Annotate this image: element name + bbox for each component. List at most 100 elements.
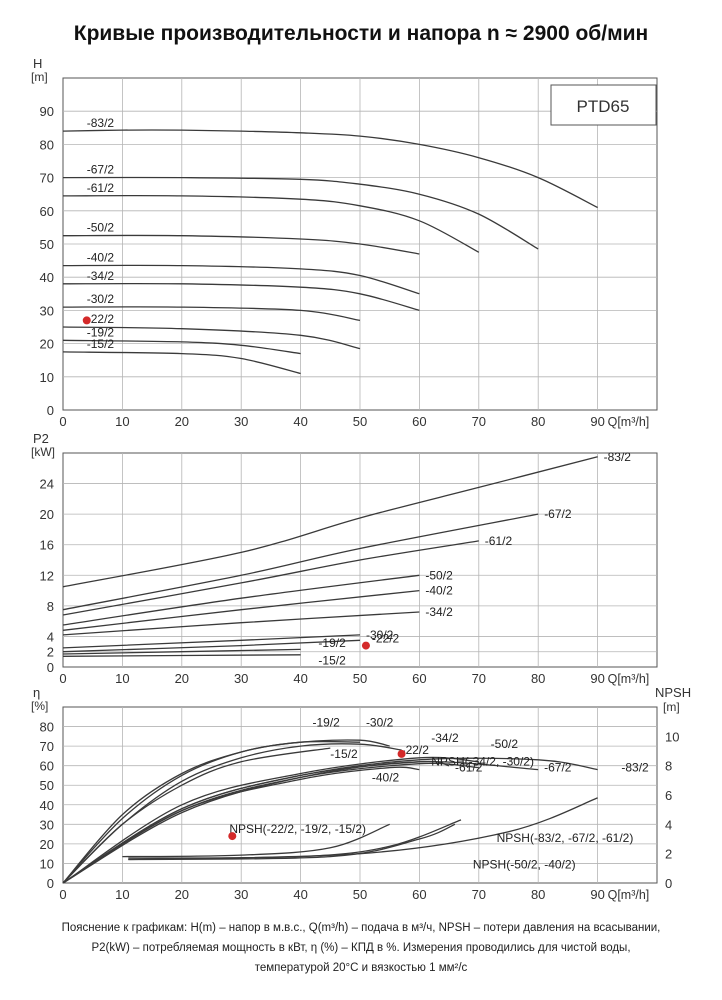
series-label: -61/2 xyxy=(87,181,115,195)
curve-30-2 xyxy=(62,739,390,884)
y-axis-unit: [kW] xyxy=(31,445,55,459)
y-tick-label: 10 xyxy=(40,856,54,871)
x-tick-label: 30 xyxy=(234,887,248,902)
series-label: -67/2 xyxy=(544,507,572,521)
y-axis-unit: [m] xyxy=(31,70,48,84)
x-axis-label: Q[m³/h] xyxy=(608,888,650,902)
series-label: -61/2 xyxy=(455,761,483,775)
series-label: -22/2 xyxy=(372,632,400,646)
y-tick-label: 0 xyxy=(47,403,54,418)
y-tick-label: 20 xyxy=(40,507,54,522)
series-label: -19/2 xyxy=(87,325,115,339)
y-tick-label: 40 xyxy=(40,798,54,813)
page-title: Кривые производительности и напора n ≈ 2… xyxy=(73,22,649,45)
y-tick-label: 12 xyxy=(40,568,54,583)
y2-tick-label: 6 xyxy=(665,788,672,803)
y-tick-label: 50 xyxy=(40,237,54,252)
x-tick-label: 30 xyxy=(234,414,248,429)
series-label: -22/2 xyxy=(87,312,115,326)
curve-40-2 xyxy=(62,264,420,295)
npsh-curve xyxy=(122,823,390,858)
y-axis-label: H xyxy=(33,56,42,71)
y-tick-label: 8 xyxy=(47,599,54,614)
npsh-label: NPSH(-50/2, -40/2) xyxy=(473,857,576,871)
y2-tick-label: 2 xyxy=(665,847,672,862)
explanation-note: Пояснение к графикам: H(m) – напор в м.в… xyxy=(20,918,702,978)
x-tick-label: 80 xyxy=(531,887,545,902)
curve-22-2 xyxy=(62,639,361,653)
y2-axis-label: NPSH xyxy=(655,685,691,700)
series-label: -40/2 xyxy=(425,584,453,598)
operating-point-marker xyxy=(228,832,237,841)
y-tick-label: 0 xyxy=(47,876,54,891)
curve-30-2 xyxy=(62,306,361,322)
curve-15-2 xyxy=(62,654,301,657)
x-tick-label: 30 xyxy=(234,671,248,686)
curve-34-2 xyxy=(62,611,420,636)
x-tick-label: 0 xyxy=(59,887,66,902)
x-tick-label: 50 xyxy=(353,414,367,429)
curve-40-2 xyxy=(62,589,420,631)
y-tick-label: 10 xyxy=(40,370,54,385)
y2-tick-label: 8 xyxy=(665,759,672,774)
series-label: -83/2 xyxy=(87,116,115,130)
curve-61-2 xyxy=(62,540,479,616)
y-tick-label: 90 xyxy=(40,104,54,119)
series-label: -61/2 xyxy=(485,534,513,548)
npsh-label: NPSH(-34/2, -30/2) xyxy=(431,755,534,769)
curve-67-2 xyxy=(62,176,539,250)
x-tick-label: 90 xyxy=(590,671,604,686)
npsh-label: NPSH(-83/2, -67/2, -61/2) xyxy=(497,831,634,845)
y-tick-label: 30 xyxy=(40,303,54,318)
x-tick-label: 70 xyxy=(472,887,486,902)
x-tick-label: 60 xyxy=(412,887,426,902)
y2-axis-unit: [m] xyxy=(663,700,680,714)
x-tick-label: 10 xyxy=(115,671,129,686)
curve-67-2 xyxy=(62,513,539,611)
x-tick-label: 40 xyxy=(293,671,307,686)
pump-performance-charts: 0 10 20 30 40 50 60 70 80 900102030405060708090Q[… xyxy=(31,56,691,902)
series-label: -50/2 xyxy=(87,221,115,235)
series-label: -67/2 xyxy=(544,761,572,775)
y-tick-label: 0 xyxy=(47,660,54,675)
series-label: -19/2 xyxy=(312,716,340,730)
curve-19-2 xyxy=(62,740,361,884)
x-axis-label: Q[m³/h] xyxy=(608,672,650,686)
npsh-curve xyxy=(128,823,456,861)
x-tick-label: 20 xyxy=(175,414,189,429)
series-label: -30/2 xyxy=(366,628,394,642)
curve-50-2 xyxy=(62,574,420,626)
y-tick-label: 80 xyxy=(40,137,54,152)
series-label: -50/2 xyxy=(425,568,453,582)
curve-19-2 xyxy=(62,648,301,655)
explanation-line: температурой 20°C и вязкостью 1 мм²/с xyxy=(254,962,468,974)
series-label: -34/2 xyxy=(87,269,115,283)
y-tick-label: 24 xyxy=(40,477,54,492)
y-axis-label: P2 xyxy=(33,431,49,446)
explanation-line: P2(kW) – потребляемая мощность в кВт, η … xyxy=(91,942,631,954)
x-tick-label: 70 xyxy=(472,671,486,686)
y2-tick-label: 0 xyxy=(665,876,672,891)
y-tick-label: 4 xyxy=(47,629,54,644)
x-tick-label: 10 xyxy=(115,414,129,429)
model-label-box xyxy=(550,84,657,126)
y-tick-label: 50 xyxy=(40,778,54,793)
y-tick-label: 60 xyxy=(40,204,54,219)
x-tick-label: 70 xyxy=(472,414,486,429)
curve-50-2 xyxy=(62,234,420,255)
series-label: -30/2 xyxy=(366,716,394,730)
curve-83-2 xyxy=(62,456,598,588)
series-label: -40/2 xyxy=(372,770,400,784)
curve-34-2 xyxy=(62,282,420,312)
series-label: -40/2 xyxy=(87,251,115,265)
model-label: PTD65 xyxy=(577,97,630,116)
series-label: -15/2 xyxy=(318,654,346,668)
curve-30-2 xyxy=(62,634,361,649)
x-tick-label: 60 xyxy=(412,414,426,429)
curve-22-2 xyxy=(62,326,361,350)
x-tick-label: 40 xyxy=(293,887,307,902)
y-tick-label: 40 xyxy=(40,270,54,285)
x-tick-label: 80 xyxy=(531,671,545,686)
y-tick-label: 70 xyxy=(40,171,54,186)
y-tick-label: 80 xyxy=(40,720,54,735)
